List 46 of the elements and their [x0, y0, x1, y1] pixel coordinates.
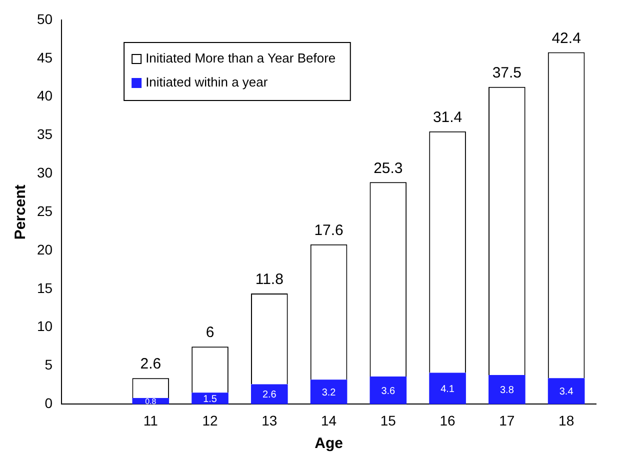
- x-tick-label: 16: [440, 412, 456, 428]
- y-tick-label: 25: [36, 202, 53, 219]
- x-axis-title: Age: [314, 435, 343, 452]
- bar: [488, 375, 526, 404]
- y-tick-label: 0: [44, 395, 53, 412]
- data-label: 37.5: [492, 64, 522, 82]
- x-tick-label: 15: [380, 412, 396, 428]
- bar: [429, 372, 466, 404]
- data-label: 3.2: [322, 387, 336, 398]
- y-tick-label: 50: [36, 10, 53, 27]
- data-label: 3.6: [381, 386, 396, 397]
- y-axis-title: Percent: [12, 184, 30, 240]
- bar: [192, 392, 228, 404]
- data-label: 0.8: [145, 397, 157, 406]
- bar: [310, 380, 348, 404]
- y-tick-label: 35: [36, 126, 53, 142]
- x-tick-label: 12: [202, 412, 218, 428]
- data-label: 31.4: [432, 109, 462, 126]
- data-label: 17.6: [314, 222, 344, 240]
- data-label: 2.6: [262, 390, 277, 401]
- legend-label: Initiated More than a Year Before: [146, 50, 336, 66]
- bar: [548, 378, 585, 404]
- x-tick-label: 18: [558, 412, 574, 428]
- data-label: 25.3: [374, 160, 403, 177]
- data-label: 3.4: [559, 386, 574, 398]
- y-tick-label: 15: [36, 280, 53, 296]
- y-tick-label: 40: [36, 88, 53, 104]
- bar: [250, 384, 288, 404]
- y-tick-label: 45: [36, 49, 53, 66]
- data-label: 11.8: [255, 271, 284, 288]
- x-tick-label: 11: [143, 412, 158, 428]
- bar: [370, 376, 407, 404]
- data-label: 4.1: [440, 384, 455, 395]
- x-tick-label: 13: [262, 412, 278, 428]
- x-tick-label: 14: [320, 412, 337, 428]
- data-label: 1.5: [203, 394, 218, 405]
- data-label: 2.6: [140, 356, 162, 373]
- y-tick-label: 10: [36, 318, 53, 334]
- legend-label: Initiated within a year: [146, 74, 268, 90]
- data-label: 42.4: [552, 30, 581, 47]
- y-tick-label: 30: [36, 164, 53, 181]
- y-tick-label: 5: [44, 356, 53, 373]
- data-label: 3.8: [500, 385, 514, 396]
- data-label: 6: [206, 324, 214, 342]
- y-tick-label: 20: [36, 241, 53, 258]
- x-tick-label: 17: [499, 412, 515, 428]
